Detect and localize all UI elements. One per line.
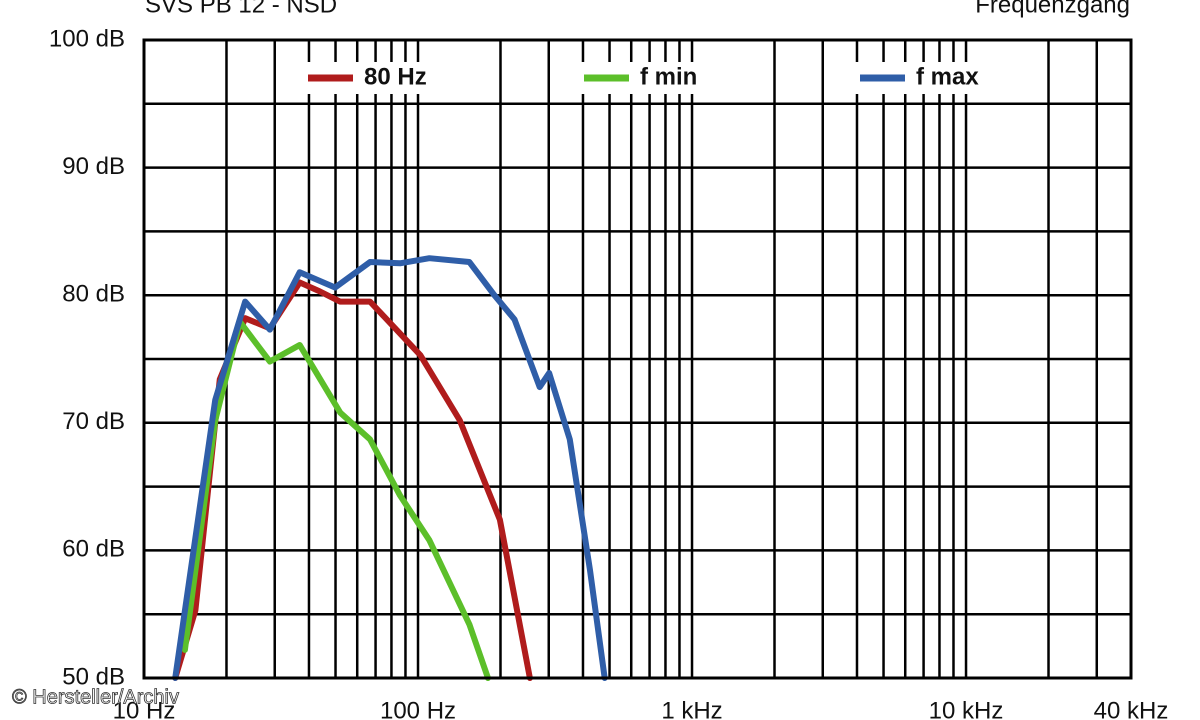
legend-label: f min xyxy=(640,63,697,90)
x-tick-label: 10 kHz xyxy=(929,697,1004,720)
plot-border xyxy=(142,38,1133,680)
x-tick-label: 1 kHz xyxy=(661,697,722,720)
y-tick-label: 70 dB xyxy=(62,408,125,435)
y-tick-label: 60 dB xyxy=(62,536,125,563)
series-line xyxy=(172,255,608,681)
series-line xyxy=(172,279,533,681)
credit: © Hersteller/Archiv xyxy=(12,686,179,708)
legend-label: f max xyxy=(916,63,979,90)
y-tick-label: 100 dB xyxy=(49,25,125,52)
chart-title: SVS PB 12 - NSD xyxy=(145,0,337,18)
y-tick-label: 90 dB xyxy=(62,153,125,180)
y-tick-label: 50 dB xyxy=(62,663,125,690)
x-tick-label: 10 Hz xyxy=(113,697,176,720)
legend-label: 80 Hz xyxy=(364,63,427,90)
chart-subtitle: Frequenzgang xyxy=(975,0,1130,18)
y-tick-label: 80 dB xyxy=(62,281,125,308)
x-tick-label: 40 kHz xyxy=(1094,697,1169,720)
x-tick-label: 100 Hz xyxy=(380,697,456,720)
